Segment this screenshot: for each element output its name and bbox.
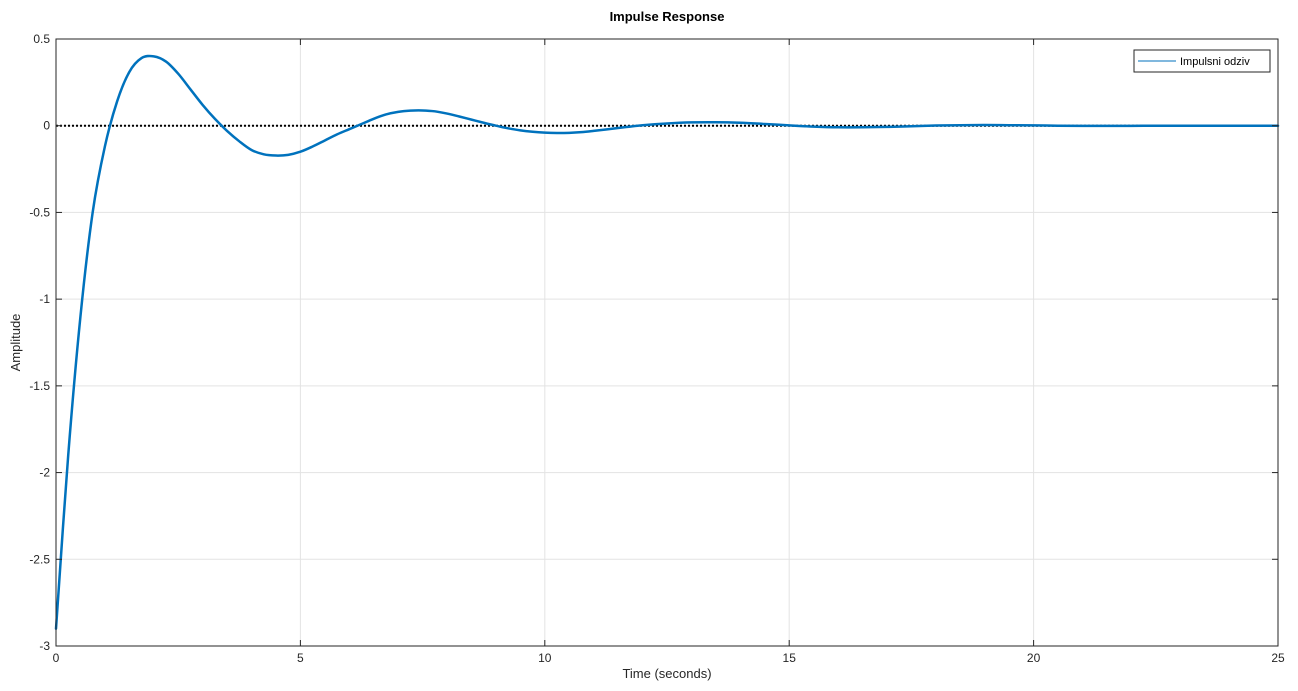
- x-tick-label: 20: [1027, 651, 1041, 665]
- legend-entry-label: Impulsni odziv: [1180, 56, 1250, 68]
- y-tick-label: -1: [39, 292, 50, 306]
- x-tick-label: 5: [297, 651, 304, 665]
- y-tick-label: -2: [39, 466, 50, 480]
- y-axis-title: Amplitude: [8, 314, 23, 372]
- plot-area-frame: [55, 38, 1279, 647]
- chart-title: Impulse Response: [610, 9, 725, 24]
- x-tick-label: 10: [538, 651, 552, 665]
- y-tick-label: -3: [39, 639, 50, 653]
- x-axis-title: Time (seconds): [622, 666, 711, 681]
- x-tick-label: 25: [1271, 651, 1285, 665]
- y-tick-label: 0.5: [33, 32, 50, 46]
- grid: [55, 38, 1279, 647]
- y-tick-label: -0.5: [29, 205, 50, 219]
- x-tick-label: 15: [783, 651, 797, 665]
- y-tick-label: -1.5: [29, 379, 50, 393]
- legend-box: [1133, 49, 1271, 73]
- series-line-impulsni-odziv: [54, 54, 1280, 630]
- legend[interactable]: Impulsni odziv: [1133, 49, 1271, 73]
- x-tick-label: 0: [53, 651, 60, 665]
- series-layer: [54, 54, 1280, 630]
- ticks: 0 5 10 15 20 25 -3 -2.5 -2 -1.5 -1 -0.5 0 0.5: [29, 32, 1285, 665]
- y-tick-label: 0: [43, 119, 50, 133]
- y-tick-label: -2.5: [29, 552, 50, 566]
